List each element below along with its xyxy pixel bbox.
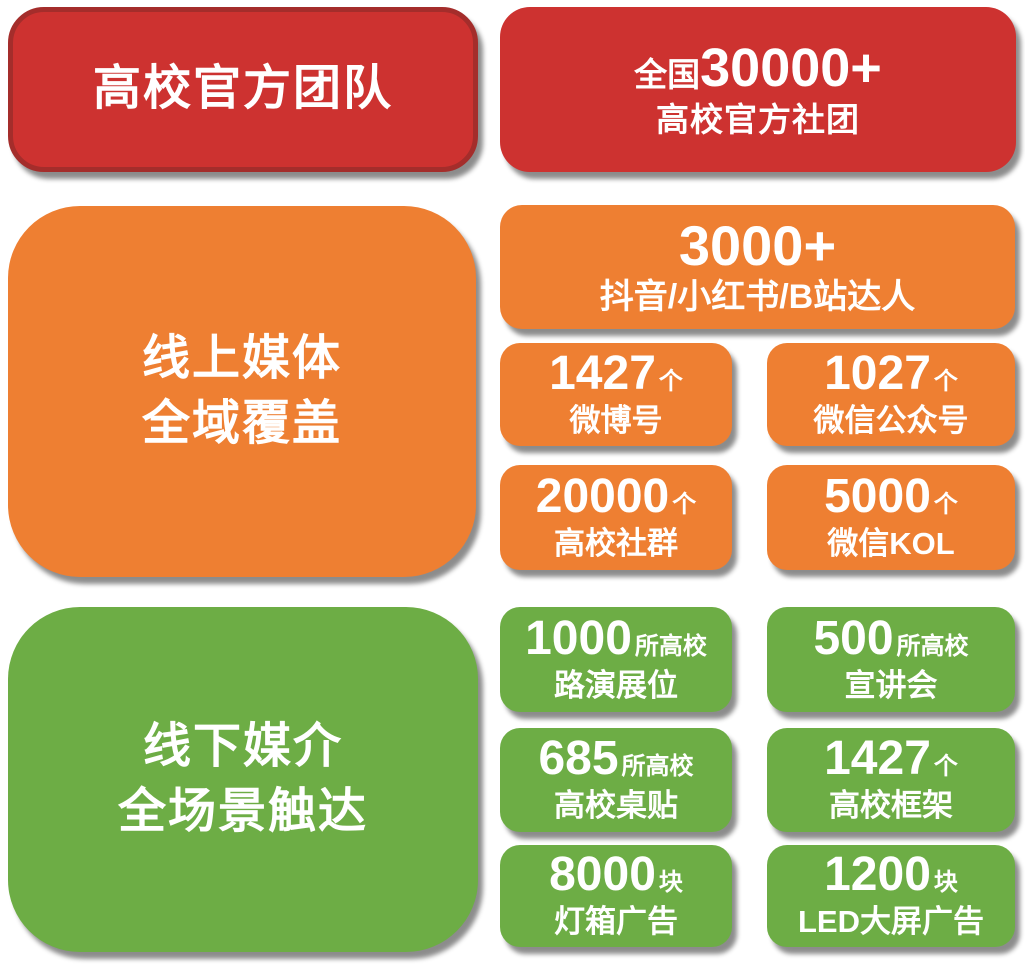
offline-media-title-line2: 全场景触达 [117,784,368,838]
stat-number: 20000 [535,469,670,523]
stat-number: 5000 [824,469,931,523]
offline-media-title-block: 线下媒介 全场景触达 [8,607,478,952]
online-feature-number: 3000+ [678,214,837,278]
offline-stat-led-screen: 1200 块 LED大屏广告 [767,845,1015,947]
stat-unit: 个 [933,367,958,395]
offline-media-title-line1: 线下媒介 [142,719,343,773]
online-stat-wechat-kol: 5000 个 微信KOL [767,465,1015,570]
header-right-block: 全国30000+ 高校官方社团 [500,7,1016,172]
stat-number: 1427 [824,732,931,786]
stat-unit: 所高校 [634,632,707,660]
stat-label: 高校桌贴 [554,788,678,824]
stat-number: 1000 [525,611,632,665]
stat-label: LED大屏广告 [798,904,984,940]
online-feature-block: 3000+ 抖音/小红书/B站达人 [500,205,1015,329]
online-stat-wechat-official: 1027 个 微信公众号 [767,343,1015,446]
header-right-number-line: 全国30000+ [634,38,882,98]
online-media-title-line2: 全域覆盖 [141,396,342,450]
stat-label: 高校框架 [829,788,953,824]
offline-stat-desk-sticker: 685 所高校 高校桌贴 [500,728,732,832]
stat-unit: 块 [658,869,683,897]
stat-number: 1200 [824,848,931,902]
stat-unit: 个 [933,490,958,518]
header-left-title: 高校官方团队 [92,62,393,116]
stat-number: 8000 [549,848,656,902]
header-right-label: 高校官方社团 [656,101,860,139]
stat-unit: 所高校 [896,632,969,660]
offline-stat-roadshow: 1000 所高校 路演展位 [500,607,732,712]
stat-unit: 个 [658,367,683,395]
online-media-title-block: 线上媒体 全域覆盖 [8,206,476,577]
stat-label: 高校社群 [554,525,678,561]
online-stat-weibo: 1427 个 微博号 [500,343,732,446]
stat-label: 灯箱广告 [554,904,678,940]
stat-unit: 个 [672,490,697,518]
header-right-prefix: 全国 [634,56,701,93]
online-feature-label: 抖音/小红书/B站达人 [599,277,916,316]
offline-stat-frame: 1427 个 高校框架 [767,728,1015,832]
stat-label: 宣讲会 [844,667,938,703]
stat-label: 微信公众号 [813,402,969,438]
stat-unit: 所高校 [621,753,694,781]
stat-number: 1027 [824,346,931,400]
header-right-number: 30000+ [700,38,882,98]
stat-label: 微博号 [569,402,663,438]
stat-number: 500 [813,611,894,665]
stat-number: 1427 [549,346,656,400]
stat-label: 微信KOL [827,525,955,561]
header-left-block: 高校官方团队 [8,7,478,172]
online-stat-campus-groups: 20000 个 高校社群 [500,465,732,570]
stat-number: 685 [538,732,619,786]
stat-label: 路演展位 [554,667,678,703]
online-media-title-line1: 线上媒体 [141,331,342,385]
offline-stat-lightbox: 8000 块 灯箱广告 [500,845,732,947]
stat-unit: 个 [933,753,958,781]
offline-stat-seminar: 500 所高校 宣讲会 [767,607,1015,712]
stat-unit: 块 [933,869,958,897]
